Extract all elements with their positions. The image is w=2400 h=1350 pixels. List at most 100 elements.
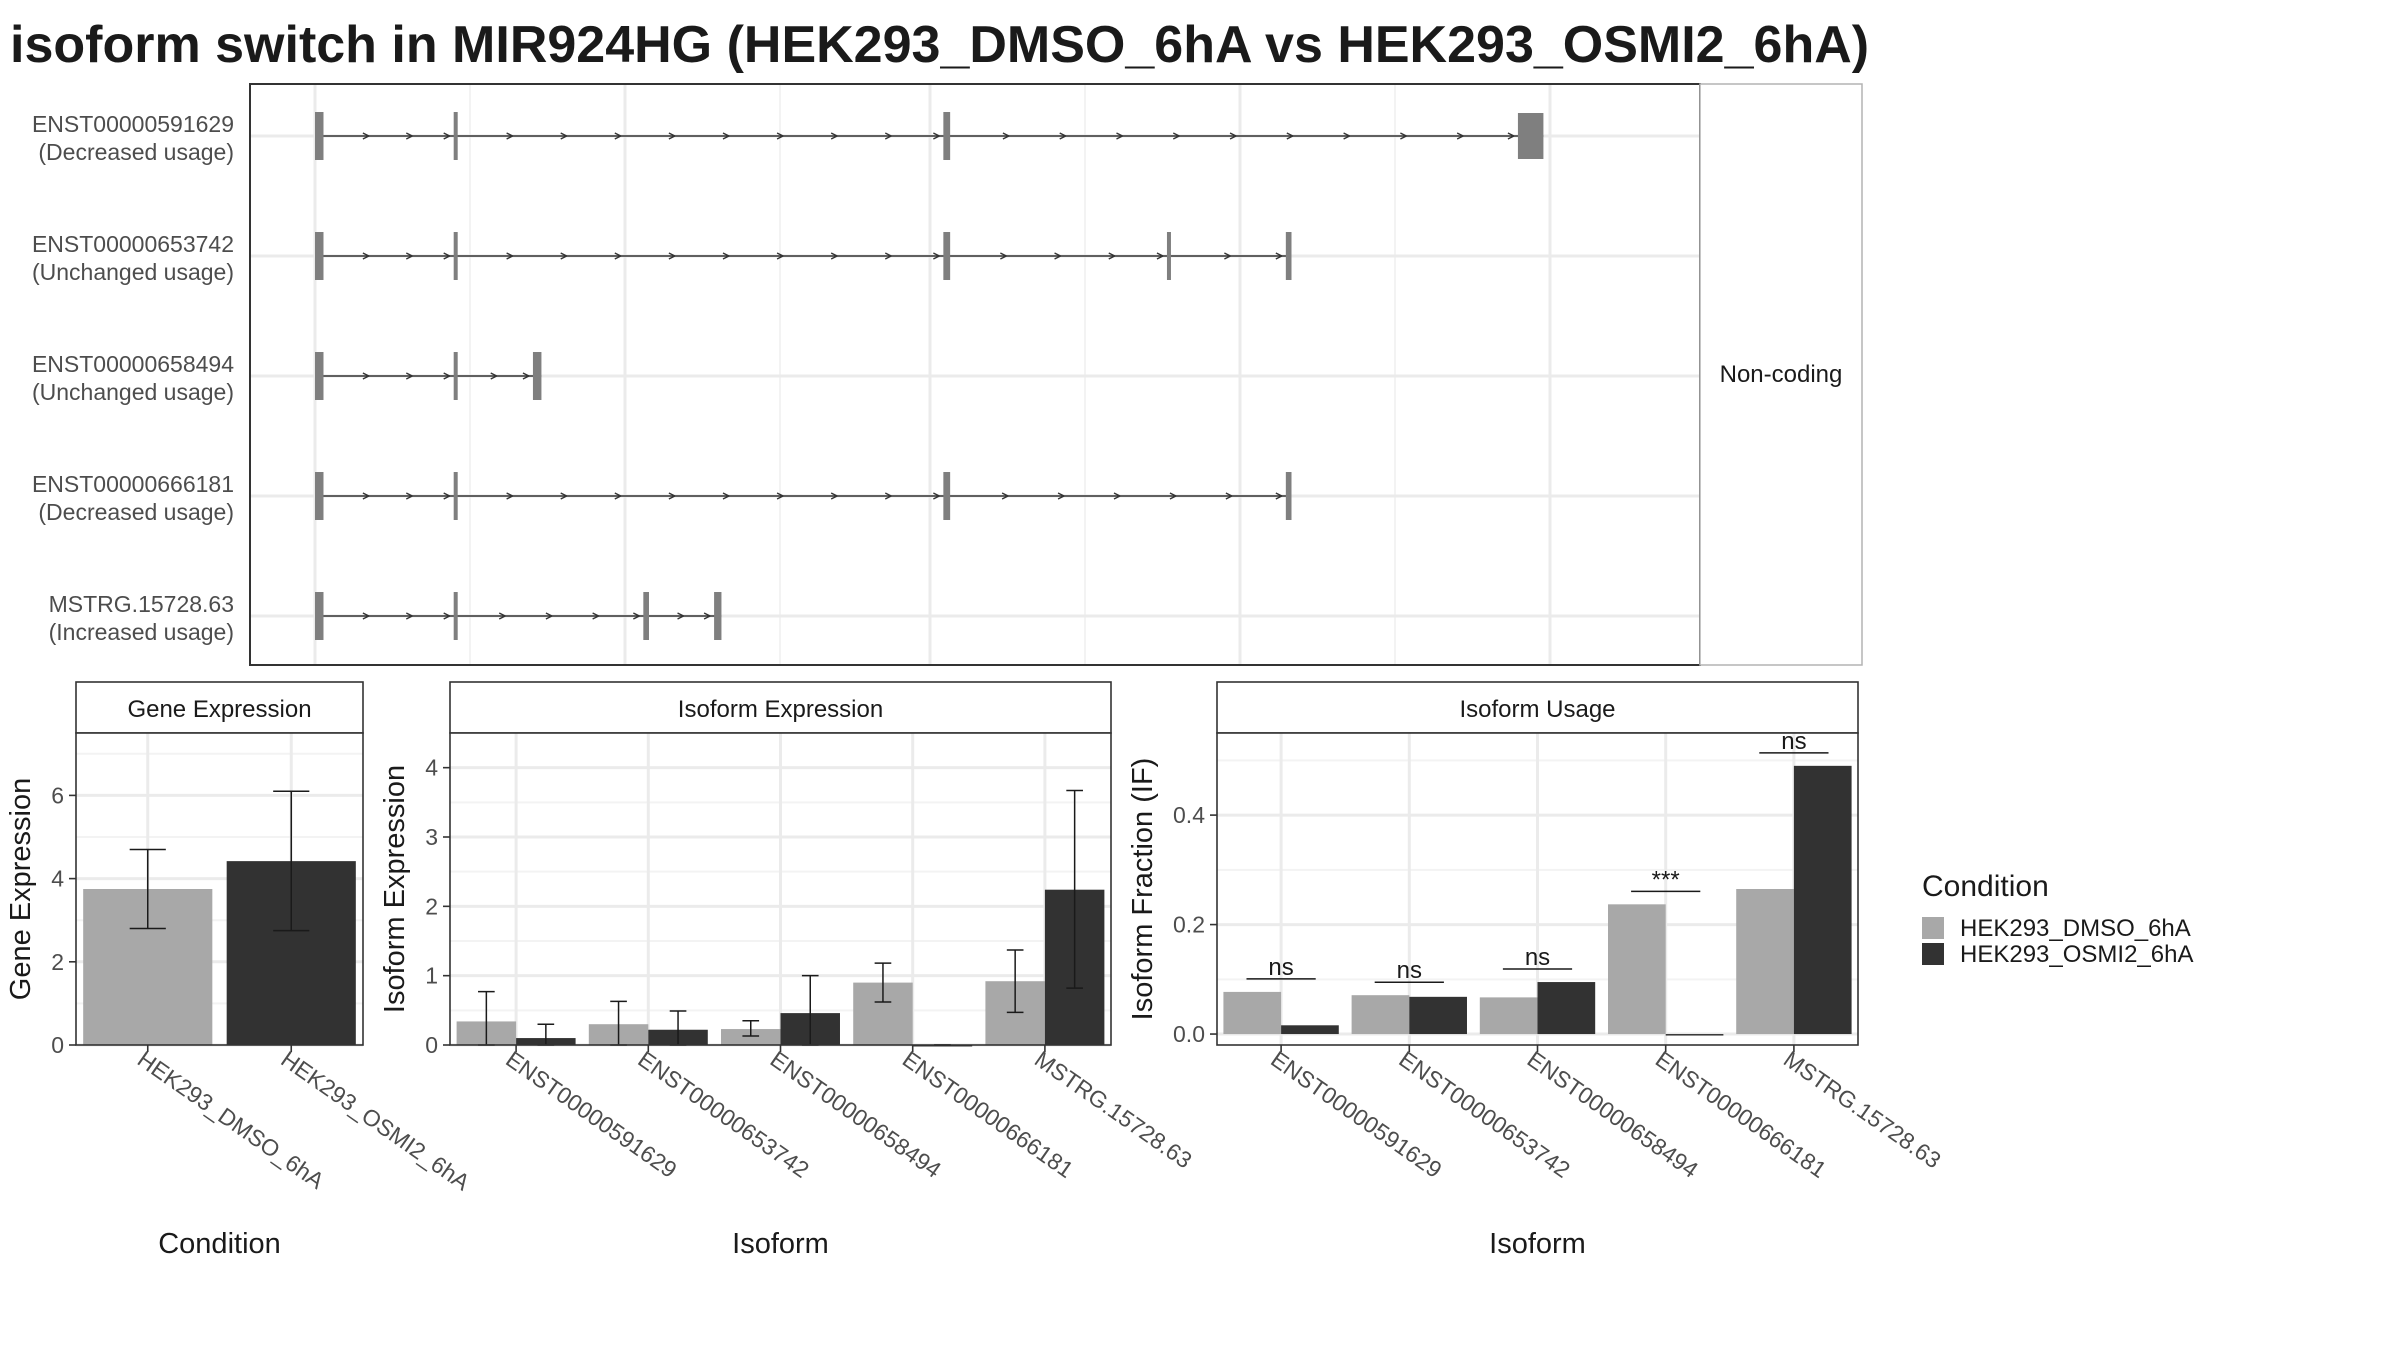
facet-strip-title: Gene Expression (127, 696, 311, 723)
intron-arrow (405, 492, 414, 500)
page-title: isoform switch in MIR924HG (HEK293_DMSO_… (10, 16, 1870, 74)
exon-block (315, 352, 324, 400)
intron-arrow (884, 492, 893, 500)
strip-background (1699, 83, 1863, 666)
significance-label: ns (1268, 954, 1293, 981)
intron-arrow (633, 612, 641, 620)
intron-arrow (614, 252, 623, 260)
exon-block (453, 352, 458, 400)
legend-label: HEK293_OSMI2_6hA (1960, 941, 2193, 968)
transcript-usage-label: (Increased usage) (49, 619, 234, 645)
legend-title: Condition (1922, 870, 2049, 903)
exon-block (315, 472, 324, 520)
legend-key (1922, 917, 1944, 939)
intron-arrow (560, 132, 569, 140)
plot-border (75, 732, 364, 1046)
intron-arrow (1507, 132, 1516, 140)
intron-arrow (545, 612, 554, 620)
x-axis-title: Condition (158, 1228, 281, 1260)
transcript-id-label: ENST00000653742 (32, 231, 234, 257)
intron-arrow (1000, 252, 1008, 260)
transcript-id-label: ENST00000666181 (32, 471, 234, 497)
exon-block (1285, 472, 1292, 520)
intron-arrow (362, 492, 371, 500)
transcript-usage-label: (Unchanged usage) (32, 379, 234, 405)
y-tick-label: 0 (51, 1032, 64, 1058)
intron-arrow (1116, 132, 1125, 140)
bar (1479, 997, 1538, 1035)
intron-arrow (614, 492, 623, 500)
intron-arrow (703, 612, 712, 620)
transcript-id-label: MSTRG.15728.63 (49, 591, 234, 617)
intron-arrow (443, 492, 452, 500)
intron-arrow (1456, 132, 1465, 140)
exon-block (1517, 113, 1544, 159)
y-tick-label: 0.2 (1173, 912, 1205, 938)
exon-block (714, 592, 722, 640)
isoform-usage-panel: Isoform Usage0.00.20.4nsENST00000591629n… (1127, 681, 1946, 1260)
bar (1608, 904, 1666, 1035)
exon-block (315, 232, 324, 280)
y-axis-title: Isoform Expression (379, 765, 411, 1013)
y-tick-label: 0.0 (1173, 1021, 1205, 1047)
intron-arrow (830, 132, 839, 140)
intron-arrow (490, 372, 499, 380)
x-axis-title: Isoform (1489, 1228, 1586, 1260)
exon-block (453, 472, 458, 520)
intron-arrow (614, 132, 623, 140)
bar (1223, 991, 1282, 1035)
intron-arrow (722, 252, 731, 260)
intron-arrow (1108, 252, 1117, 260)
y-tick-label: 2 (425, 893, 438, 919)
intron-arrow (560, 492, 569, 500)
legend-label: HEK293_DMSO_6hA (1960, 915, 2191, 942)
facet-strip-title: Isoform Usage (1459, 696, 1615, 723)
intron-arrow (1001, 492, 1010, 500)
transcript-structure-panel: ENST00000591629(Decreased usage) ENST0000… (32, 83, 1863, 666)
bar (721, 1029, 781, 1045)
y-tick-label: 6 (51, 782, 64, 808)
y-tick-label: 3 (425, 824, 438, 850)
intron-arrow (1002, 132, 1011, 140)
intron-arrow (830, 492, 839, 500)
transcript-id-label: ENST00000591629 (32, 111, 234, 137)
intron-arrow (1400, 132, 1408, 140)
intron-arrow (884, 132, 893, 140)
y-tick-label: 0 (425, 1032, 438, 1058)
intron-arrow (776, 492, 785, 500)
intron-arrow (506, 252, 515, 260)
exon-block (943, 112, 951, 160)
intron-arrow (1172, 132, 1181, 140)
significance-label: ns (1525, 944, 1550, 971)
y-tick-label: 0.4 (1173, 802, 1205, 828)
facet-strip (75, 681, 364, 734)
intron-arrow (1286, 132, 1295, 140)
exon-block (1285, 232, 1292, 280)
intron-arrow (933, 252, 941, 260)
exon-block (453, 592, 458, 640)
plot-border (449, 732, 1112, 1046)
exon-block (943, 232, 951, 280)
intron-arrow (1343, 132, 1352, 140)
plot-border (1216, 732, 1859, 1046)
intron-arrow (405, 372, 414, 380)
intron-arrow (1054, 252, 1063, 260)
significance-label: ns (1397, 957, 1422, 984)
exon-block (532, 352, 542, 400)
exon-block (453, 232, 458, 280)
intron-arrow (560, 252, 569, 260)
facet-strip (449, 681, 1112, 734)
intron-arrow (830, 252, 839, 260)
y-tick-label: 1 (425, 963, 438, 989)
intron-arrow (677, 612, 686, 620)
intron-arrow (405, 612, 414, 620)
facet-strip (1216, 681, 1859, 734)
bar (1409, 996, 1467, 1035)
transcript-id-label: ENST00000658494 (32, 351, 234, 377)
intron-arrow (1224, 252, 1232, 260)
transcript-usage-label: (Decreased usage) (38, 139, 234, 165)
intron-arrow (668, 492, 677, 500)
significance-label: *** (1652, 866, 1680, 893)
